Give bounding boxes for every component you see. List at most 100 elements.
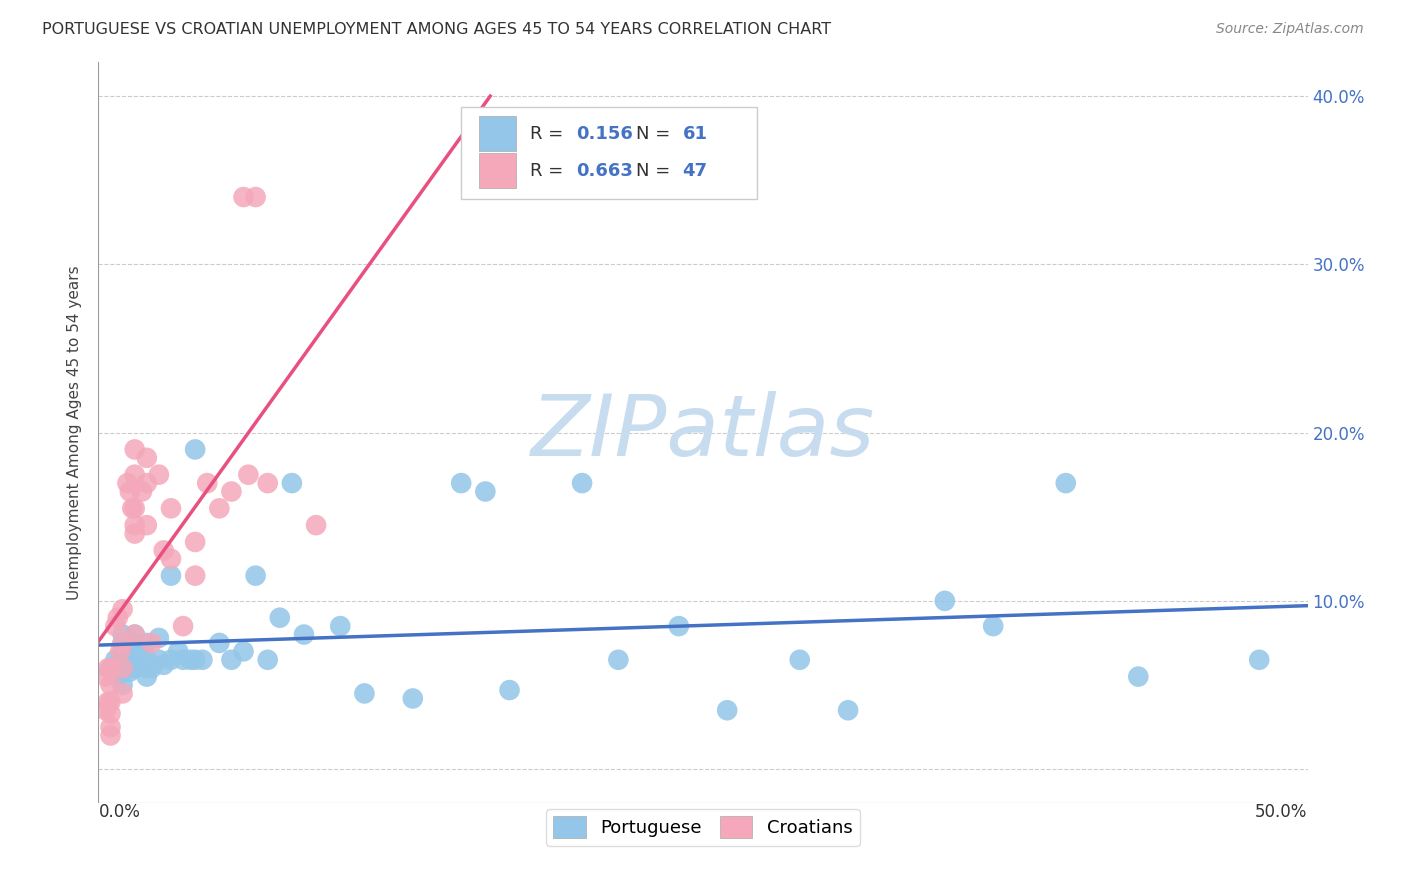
Point xyxy=(104,653,127,667)
Point xyxy=(305,518,328,533)
Point xyxy=(124,518,146,533)
Point xyxy=(118,484,141,499)
Point xyxy=(135,636,157,650)
Text: ZIPatlas: ZIPatlas xyxy=(531,391,875,475)
Point xyxy=(135,450,157,465)
Point xyxy=(221,484,243,499)
Y-axis label: Unemployment Among Ages 45 to 54 years: Unemployment Among Ages 45 to 54 years xyxy=(67,265,83,600)
Point xyxy=(208,636,231,650)
Text: 0.156: 0.156 xyxy=(576,125,633,143)
Point xyxy=(131,484,153,499)
Point xyxy=(107,610,129,624)
Point xyxy=(160,568,183,582)
Text: 0.663: 0.663 xyxy=(576,162,633,180)
Point xyxy=(124,467,146,482)
Point xyxy=(124,661,146,675)
Point xyxy=(124,627,146,641)
Point xyxy=(111,678,134,692)
Point xyxy=(837,703,859,717)
Point xyxy=(221,653,243,667)
Point xyxy=(141,661,163,675)
Point xyxy=(716,703,738,717)
Point xyxy=(111,648,134,662)
Point xyxy=(148,467,170,482)
Point xyxy=(607,653,630,667)
Point xyxy=(111,602,134,616)
Point xyxy=(121,501,143,516)
Point xyxy=(148,653,170,667)
Point xyxy=(135,670,157,684)
Point xyxy=(1128,670,1150,684)
Point xyxy=(118,665,141,679)
Text: R =: R = xyxy=(530,125,564,143)
Point xyxy=(329,619,352,633)
Point xyxy=(238,467,260,482)
Point xyxy=(450,476,472,491)
Point xyxy=(402,691,425,706)
Point xyxy=(184,653,207,667)
Point xyxy=(981,619,1004,633)
Point xyxy=(108,644,131,658)
Text: 0.0%: 0.0% xyxy=(98,803,141,821)
Point xyxy=(292,627,315,641)
Text: PORTUGUESE VS CROATIAN UNEMPLOYMENT AMONG AGES 45 TO 54 YEARS CORRELATION CHART: PORTUGUESE VS CROATIAN UNEMPLOYMENT AMON… xyxy=(42,22,831,37)
Point xyxy=(172,653,194,667)
Point xyxy=(124,627,146,641)
Point xyxy=(232,644,254,658)
Point xyxy=(100,695,122,709)
Point xyxy=(108,653,131,667)
Point xyxy=(111,657,134,672)
Point xyxy=(934,594,956,608)
Point xyxy=(100,678,122,692)
Point xyxy=(1054,476,1077,491)
Point xyxy=(245,190,267,204)
Point xyxy=(789,653,811,667)
Point xyxy=(152,657,174,672)
Point xyxy=(498,683,520,698)
Point xyxy=(94,703,117,717)
Text: N =: N = xyxy=(637,162,671,180)
Point xyxy=(281,476,304,491)
Point xyxy=(124,526,146,541)
Point xyxy=(111,644,134,658)
Point xyxy=(256,476,278,491)
Point xyxy=(100,661,122,675)
Point xyxy=(111,661,134,675)
Point xyxy=(97,695,120,709)
Text: 50.0%: 50.0% xyxy=(1256,803,1308,821)
Point xyxy=(135,653,157,667)
FancyBboxPatch shape xyxy=(479,116,516,152)
Point xyxy=(124,644,146,658)
Point xyxy=(269,610,291,624)
Point xyxy=(160,501,183,516)
Point xyxy=(121,640,143,655)
Point xyxy=(160,653,183,667)
Point xyxy=(668,619,690,633)
Legend: Portuguese, Croatians: Portuguese, Croatians xyxy=(546,809,860,846)
Point xyxy=(256,653,278,667)
Text: R =: R = xyxy=(530,162,564,180)
Point xyxy=(124,442,146,457)
Point xyxy=(179,653,201,667)
Point xyxy=(100,729,122,743)
Point xyxy=(474,131,496,145)
Point xyxy=(184,568,207,582)
Point xyxy=(571,476,593,491)
Point xyxy=(184,535,207,549)
Point xyxy=(474,484,496,499)
Point xyxy=(152,543,174,558)
Point xyxy=(208,501,231,516)
Point xyxy=(160,551,183,566)
Point xyxy=(191,653,214,667)
Point xyxy=(111,627,134,641)
Text: 47: 47 xyxy=(682,162,707,180)
Point xyxy=(172,619,194,633)
Point xyxy=(167,644,190,658)
Point xyxy=(353,686,375,700)
Point xyxy=(100,661,122,675)
Point xyxy=(124,653,146,667)
Point xyxy=(141,636,163,650)
Point xyxy=(111,636,134,650)
Point xyxy=(111,686,134,700)
Point xyxy=(245,568,267,582)
